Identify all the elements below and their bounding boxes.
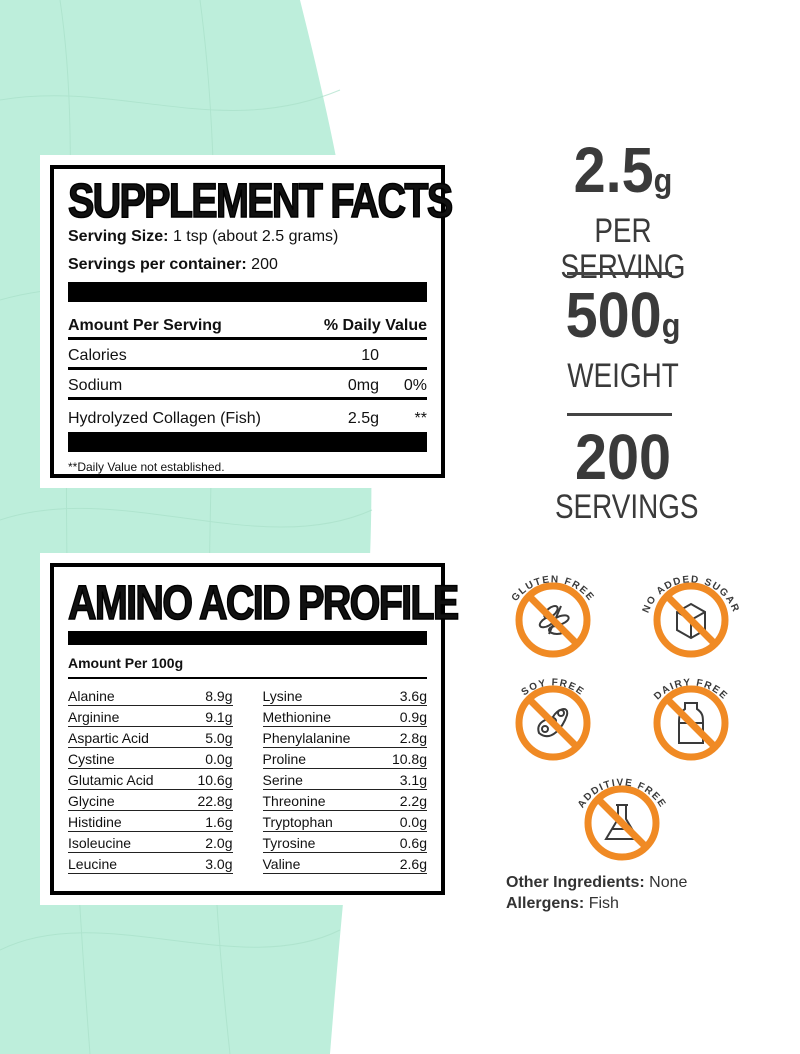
amino-row: Glycine 22.8g — [68, 790, 233, 811]
badge-no-added-sugar: NO ADDED SUGAR — [641, 574, 740, 658]
amino-row: Proline 10.8g — [262, 748, 427, 769]
badge-soy-free: SOY FREE — [515, 677, 591, 761]
amino-row: Aspartic Acid 5.0g — [68, 727, 233, 748]
amino-row: Arginine 9.1g — [68, 706, 233, 727]
amino-header: Amount Per 100g — [68, 655, 427, 679]
amino-row: Alanine 8.9g — [68, 685, 233, 706]
amino-row: Lysine 3.6g — [262, 685, 427, 706]
stat-weight: 500g WEIGHT — [565, 279, 681, 395]
footnote: **Daily Value not established. — [68, 460, 225, 474]
allergens: Allergens: Fish — [506, 895, 619, 912]
supplement-facts-panel: SUPPLEMENT FACTS Serving Size: 1 tsp (ab… — [40, 155, 455, 488]
amino-row: Glutamic Acid 10.6g — [68, 769, 233, 790]
amino-row: Methionine 0.9g — [262, 706, 427, 727]
stat-servings: 200 SERVINGS — [554, 421, 699, 526]
amino-row: Leucine 3.0g — [68, 853, 233, 874]
amino-row: Serine 3.1g — [262, 769, 427, 790]
amino-row: Isoleucine 2.0g — [68, 832, 233, 853]
servings-per-container: Servings per container: 200 — [68, 256, 278, 273]
divider-bar — [68, 282, 427, 302]
amino-row: Phenylalanine 2.8g — [262, 727, 427, 748]
badge-additive-free: ADDITIVE FREE — [576, 777, 667, 861]
divider — [567, 272, 672, 275]
amino-title: AMINO ACID PROFILE — [67, 574, 460, 630]
soybean-icon — [537, 708, 569, 738]
amino-row: Tyrosine 0.6g — [262, 832, 427, 853]
amino-row: Threonine 2.2g — [262, 790, 427, 811]
divider — [567, 413, 672, 416]
amino-row: Cystine 0.0g — [68, 748, 233, 769]
other-ingredients: Other Ingredients: None — [506, 874, 688, 891]
amino-acid-panel: AMINO ACID PROFILE Amount Per 100g Alani… — [40, 553, 460, 905]
badge-dairy-free: DAIRY FREE — [652, 677, 729, 761]
facts-header: Amount Per Serving% Daily Value — [68, 310, 427, 340]
facts-row: Sodium 0mg 0% — [68, 370, 427, 400]
divider-bar — [68, 631, 427, 645]
stat-serving: 2.5g PER SERVING — [560, 134, 686, 286]
serving-size: Serving Size: 1 tsp (about 2.5 grams) — [68, 228, 339, 245]
supplement-facts-title: SUPPLEMENT FACTS — [67, 172, 454, 228]
divider-bar — [68, 432, 427, 452]
facts-row: Calories 10 — [68, 340, 427, 370]
facts-row: Hydrolyzed Collagen (Fish) 2.5g ** — [68, 410, 427, 427]
amino-row: Valine 2.6g — [262, 853, 427, 874]
amino-row: Tryptophan 0.0g — [262, 811, 427, 832]
amino-row: Histidine 1.6g — [68, 811, 233, 832]
badge-gluten-free: GLUTEN FREE — [510, 574, 595, 658]
